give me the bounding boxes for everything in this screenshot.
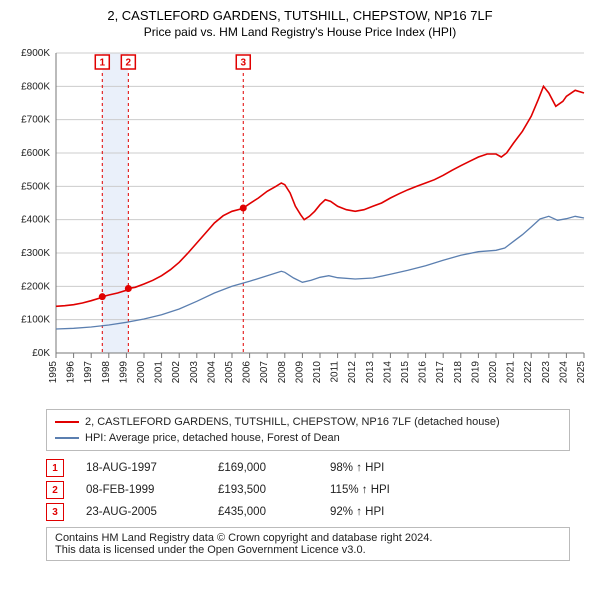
title-main: 2, CASTLEFORD GARDENS, TUTSHILL, CHEPSTO… xyxy=(10,8,590,23)
svg-text:£100K: £100K xyxy=(21,315,50,326)
sale-date-3: 23-AUG-2005 xyxy=(86,506,196,518)
svg-text:2015: 2015 xyxy=(400,361,411,384)
svg-text:£700K: £700K xyxy=(21,115,50,126)
title-sub: Price paid vs. HM Land Registry's House … xyxy=(10,25,590,39)
svg-text:2019: 2019 xyxy=(470,361,481,384)
svg-text:2014: 2014 xyxy=(382,361,393,384)
svg-text:2009: 2009 xyxy=(294,361,305,384)
svg-text:£800K: £800K xyxy=(21,81,50,92)
svg-text:1996: 1996 xyxy=(66,361,77,384)
svg-text:2005: 2005 xyxy=(224,361,235,384)
svg-text:1: 1 xyxy=(100,58,106,69)
sale-row-1: 1 18-AUG-1997 £169,000 98% ↑ HPI xyxy=(46,459,570,477)
legend-row-hpi: HPI: Average price, detached house, Fore… xyxy=(55,430,561,446)
sale-hpi-2: 115% ↑ HPI xyxy=(330,484,450,496)
svg-text:1999: 1999 xyxy=(118,361,129,384)
svg-text:2023: 2023 xyxy=(541,361,552,384)
svg-text:2002: 2002 xyxy=(171,361,182,384)
sale-hpi-3: 92% ↑ HPI xyxy=(330,506,450,518)
svg-text:£300K: £300K xyxy=(21,248,50,259)
attribution: Contains HM Land Registry data © Crown c… xyxy=(46,527,570,561)
chart-titles: 2, CASTLEFORD GARDENS, TUTSHILL, CHEPSTO… xyxy=(0,0,600,43)
svg-text:2022: 2022 xyxy=(523,361,534,384)
legend-swatch-hpi xyxy=(55,437,79,439)
sale-marker-3: 3 xyxy=(46,503,64,521)
svg-text:2025: 2025 xyxy=(576,361,587,384)
sale-hpi-1: 98% ↑ HPI xyxy=(330,462,450,474)
svg-text:2006: 2006 xyxy=(242,361,253,384)
svg-text:1997: 1997 xyxy=(83,361,94,384)
svg-text:£0K: £0K xyxy=(32,348,50,359)
svg-text:1995: 1995 xyxy=(48,361,59,384)
legend: 2, CASTLEFORD GARDENS, TUTSHILL, CHEPSTO… xyxy=(46,409,570,451)
svg-text:£200K: £200K xyxy=(21,281,50,292)
chart: £0K £100K £200K £300K £400K £500K £600K £700K £8… xyxy=(0,43,600,403)
svg-text:2021: 2021 xyxy=(506,361,517,384)
svg-text:1998: 1998 xyxy=(101,361,112,384)
sale-price-1: £169,000 xyxy=(218,462,308,474)
svg-text:2011: 2011 xyxy=(330,361,341,383)
svg-text:2016: 2016 xyxy=(418,361,429,384)
svg-text:2003: 2003 xyxy=(189,361,200,384)
sale-date-2: 08-FEB-1999 xyxy=(86,484,196,496)
svg-text:£600K: £600K xyxy=(21,148,50,159)
sales-table: 1 18-AUG-1997 £169,000 98% ↑ HPI 2 08-FE… xyxy=(46,459,570,521)
svg-text:2018: 2018 xyxy=(453,361,464,384)
sale-price-2: £193,500 xyxy=(218,484,308,496)
svg-text:2004: 2004 xyxy=(206,361,217,384)
svg-text:2: 2 xyxy=(126,58,132,69)
attribution-line2: This data is licensed under the Open Gov… xyxy=(55,544,561,556)
legend-row-property: 2, CASTLEFORD GARDENS, TUTSHILL, CHEPSTO… xyxy=(55,414,561,430)
svg-text:2000: 2000 xyxy=(136,361,147,384)
svg-text:2024: 2024 xyxy=(558,361,569,384)
svg-text:£500K: £500K xyxy=(21,181,50,192)
svg-text:£400K: £400K xyxy=(21,215,50,226)
sale-price-3: £435,000 xyxy=(218,506,308,518)
svg-text:2017: 2017 xyxy=(435,361,446,384)
sale-marker-1: 1 xyxy=(46,459,64,477)
svg-text:£900K: £900K xyxy=(21,48,50,59)
legend-label-hpi: HPI: Average price, detached house, Fore… xyxy=(85,430,340,446)
sale-row-2: 2 08-FEB-1999 £193,500 115% ↑ HPI xyxy=(46,481,570,499)
sale-date-1: 18-AUG-1997 xyxy=(86,462,196,474)
svg-text:2020: 2020 xyxy=(488,361,499,384)
legend-swatch-property xyxy=(55,421,79,423)
legend-label-property: 2, CASTLEFORD GARDENS, TUTSHILL, CHEPSTO… xyxy=(85,414,500,430)
svg-text:2001: 2001 xyxy=(154,361,165,384)
svg-text:2008: 2008 xyxy=(277,361,288,384)
attribution-line1: Contains HM Land Registry data © Crown c… xyxy=(55,532,561,544)
svg-text:2013: 2013 xyxy=(365,361,376,384)
svg-text:2010: 2010 xyxy=(312,361,323,384)
svg-text:2007: 2007 xyxy=(259,361,270,384)
chart-svg: £0K £100K £200K £300K £400K £500K £600K £700K £8… xyxy=(0,43,600,403)
sale-row-3: 3 23-AUG-2005 £435,000 92% ↑ HPI xyxy=(46,503,570,521)
sale-marker-2: 2 xyxy=(46,481,64,499)
svg-text:2012: 2012 xyxy=(347,361,358,384)
svg-text:3: 3 xyxy=(240,58,246,69)
